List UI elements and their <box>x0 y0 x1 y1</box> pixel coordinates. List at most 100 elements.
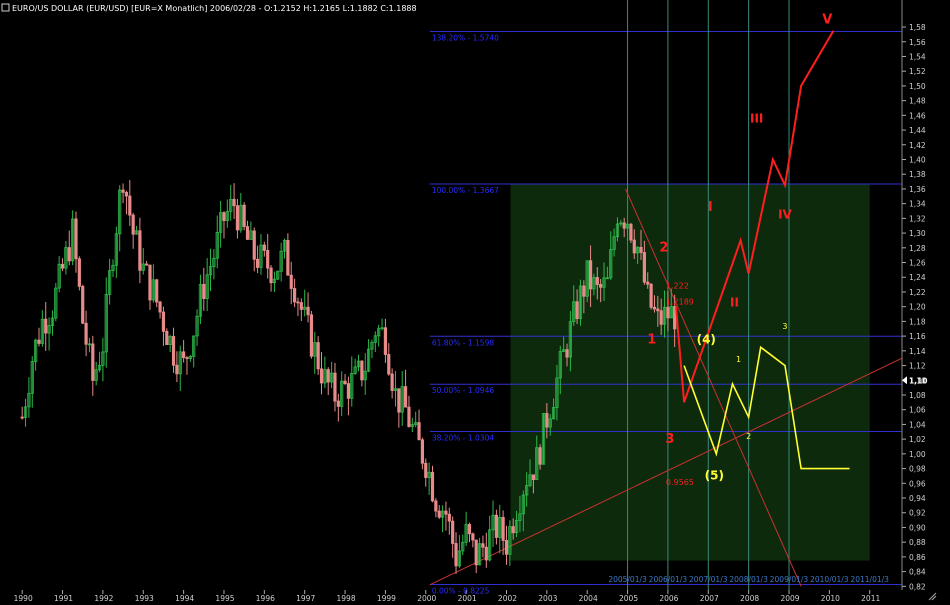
x-tick-label: 2000 <box>417 594 436 603</box>
candle-body <box>451 520 455 544</box>
x-tick-label: 2001 <box>458 594 477 603</box>
candle-body <box>128 195 132 216</box>
candle-body <box>656 308 660 312</box>
candle-body <box>350 372 354 399</box>
candle-body <box>353 366 357 374</box>
red-wave-label: III <box>750 112 763 126</box>
candle-body <box>333 372 337 402</box>
candle-body <box>319 368 324 384</box>
wave-paths <box>675 30 850 470</box>
candle-body <box>168 336 172 345</box>
candle-body <box>77 258 81 287</box>
candle-body <box>269 267 273 284</box>
candle-body <box>202 283 206 299</box>
yellow-wave-label: 2 <box>746 432 751 441</box>
candle-body <box>205 274 209 299</box>
x-tick-label: 2005 <box>619 594 638 603</box>
candle-body <box>531 474 535 481</box>
candle-body <box>377 328 381 337</box>
candle-body <box>541 413 546 465</box>
candle-body <box>555 377 559 408</box>
candle-body <box>64 247 68 269</box>
y-tick-label: 1,32 <box>909 214 926 223</box>
candle-body <box>151 279 155 301</box>
candle-body <box>326 369 330 383</box>
candle-body <box>138 230 142 271</box>
yellow-wave-path <box>683 345 850 470</box>
chart-title: EURO/US DOLLAR (EUR/USD) [EUR=X Monatlic… <box>12 4 417 13</box>
candle-body <box>632 239 636 254</box>
candle-body <box>535 447 539 481</box>
y-tick-label: 1,18 <box>909 317 926 326</box>
candle-body <box>599 284 603 288</box>
candle-body <box>403 386 408 408</box>
candle-body <box>588 260 593 290</box>
candle-body <box>198 283 203 317</box>
candle-body <box>410 424 414 427</box>
candle-body <box>457 550 461 567</box>
candle-body <box>397 388 401 413</box>
candle-body <box>514 520 519 534</box>
date-label: 2005/01/3 <box>608 575 647 584</box>
x-tick-label: 1999 <box>377 594 396 603</box>
y-tick-label: 0,90 <box>909 523 926 532</box>
candle-body <box>104 293 108 353</box>
candle-body <box>44 318 48 334</box>
chart-menu-icon[interactable] <box>1 3 10 12</box>
candle-body <box>649 283 653 308</box>
candle-body <box>565 349 569 358</box>
candle-body <box>222 212 226 221</box>
y-tick-label: 1,54 <box>909 52 926 61</box>
y-tick-label: 0,94 <box>909 494 926 503</box>
fib-label: 0.00% - 0.8225 <box>432 586 490 595</box>
y-tick-label: 1,46 <box>909 111 926 120</box>
y-tick-label: 1,44 <box>909 126 926 135</box>
date-label: 2006/01/3 <box>649 575 688 584</box>
candle-body <box>528 474 532 486</box>
green-zone-layer <box>510 183 870 561</box>
yellow-wave-label: 3 <box>782 322 787 331</box>
resize-handle-icon[interactable] <box>928 592 937 601</box>
x-tick-label: 1995 <box>215 594 234 603</box>
x-tick-label: 2007 <box>700 594 719 603</box>
candle-body <box>420 439 425 464</box>
candle-body <box>609 249 613 279</box>
fib-label: 100.00% - 1.3667 <box>432 186 499 195</box>
candle-body <box>417 422 421 441</box>
candle-body <box>91 343 95 381</box>
price-annotation: 1.2189 <box>666 297 694 306</box>
y-tick-label: 1,24 <box>909 273 926 282</box>
candle-body <box>548 418 552 428</box>
candle-body <box>488 529 492 561</box>
y-tick-label: 1,02 <box>909 435 926 444</box>
candle-body <box>74 218 78 260</box>
candle-body <box>108 270 112 295</box>
candle-body <box>175 364 179 375</box>
candle-body <box>582 285 586 297</box>
y-tick-label: 0,86 <box>909 553 926 562</box>
candle-body <box>605 277 609 280</box>
candle-body <box>491 514 495 531</box>
candle-body <box>111 264 115 271</box>
candle-body <box>400 386 404 413</box>
y-tick-label: 1,58 <box>909 23 926 32</box>
y-tick-label: 0,92 <box>909 509 926 518</box>
y-tick-label: 1,50 <box>909 82 926 91</box>
candle-body <box>134 230 139 235</box>
candle-body <box>54 287 58 319</box>
candle-body <box>498 517 502 538</box>
red-wave-label: IV <box>778 207 792 221</box>
candle-body <box>252 230 256 260</box>
y-tick-label: 1,36 <box>909 185 926 194</box>
candle-body <box>208 266 213 276</box>
y-tick-label: 1,16 <box>909 332 926 341</box>
candle-body <box>568 321 572 358</box>
y-tick-label: 1,00 <box>909 450 926 459</box>
candle-body <box>440 510 445 518</box>
candle-body <box>340 380 344 407</box>
candle-body <box>424 462 428 478</box>
candle-body <box>602 277 606 288</box>
candle-body <box>662 306 667 325</box>
red-wave-path <box>675 30 835 403</box>
y-tick-label: 1,10 <box>909 376 926 385</box>
